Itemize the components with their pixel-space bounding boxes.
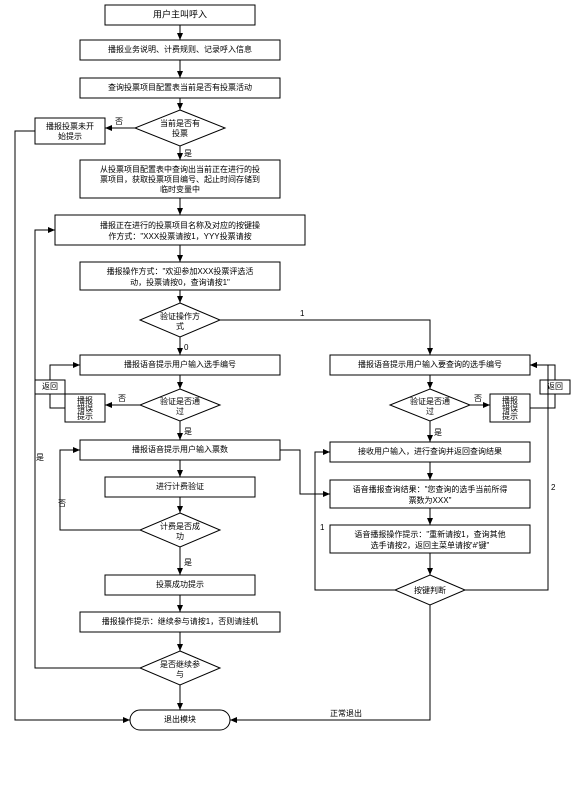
lbl-rerrc: 提示 xyxy=(502,411,518,421)
lbl-n5b: 动，投票请按0，查询请按1" xyxy=(130,277,230,287)
elbl-d3no: 否 xyxy=(118,394,126,403)
node-start: 用户主叫呼入 xyxy=(105,5,255,25)
lbl-n6: 播报语音提示用户输入选手编号 xyxy=(124,359,236,369)
elbl-rd1yes: 是 xyxy=(434,428,442,437)
lbl-r3b: 票数为XXX" xyxy=(409,495,452,505)
elbl-rd2-2: 2 xyxy=(551,483,556,492)
edge-rret-r1 xyxy=(530,365,555,380)
lbl-d1a: 当前是否有 xyxy=(160,118,200,128)
lbl-rd1a: 验证是否通 xyxy=(410,396,450,406)
node-n5: 播报操作方式："欢迎参加XXX投票评选活 动，投票请按0，查询请按1" xyxy=(80,262,280,290)
lbl-n5a: 播报操作方式："欢迎参加XXX投票评选活 xyxy=(107,266,254,276)
edge-n7-r3 xyxy=(280,450,330,494)
lbl-d5a: 是否继续参 xyxy=(160,659,200,669)
lbl-r2: 接收用户输入，进行查询并返回查询结果 xyxy=(358,446,502,456)
lbl-d2b: 式 xyxy=(176,321,184,331)
lbl-n4a: 播报正在进行的投票项目名称及对应的按键操 xyxy=(100,220,260,230)
node-n2: 查询投票项目配置表当前是否有投票活动 xyxy=(80,78,280,98)
node-rret: 返回 xyxy=(540,380,570,394)
node-rd2: 按键判断 xyxy=(395,575,465,605)
elbl-d3yes: 是 xyxy=(184,427,192,436)
node-n1: 播报业务说明、计费规则、记录呼入信息 xyxy=(80,40,280,60)
node-n8: 进行计费验证 xyxy=(105,477,255,497)
lbl-n2: 查询投票项目配置表当前是否有投票活动 xyxy=(108,82,252,92)
lbl-start: 用户主叫呼入 xyxy=(153,8,207,19)
node-r2: 接收用户输入，进行查询并返回查询结果 xyxy=(330,442,530,462)
node-r3: 语音播报查询结果："您查询的选手当前所得 票数为XXX" xyxy=(330,480,530,508)
node-r4: 语音播报操作提示："重新请按1，查询其他 选手请按2，返回主菜单请按'#'键" xyxy=(330,525,530,553)
lbl-n3c: 临时变量中 xyxy=(160,184,200,194)
node-err2: 播报 错误 提示 xyxy=(65,394,105,422)
node-n4: 播报正在进行的投票项目名称及对应的按键操 作方式："XXX投票请按1，YYY投票… xyxy=(55,215,305,245)
node-r1: 播报语音提示用户输入要查询的选手编号 xyxy=(330,355,530,375)
lbl-rd2: 按键判断 xyxy=(414,585,446,595)
elbl-d4yes: 是 xyxy=(184,558,192,567)
lbl-err1a: 播报投票未开 xyxy=(46,121,94,131)
elbl-d2-0: 0 xyxy=(184,343,189,352)
lbl-err1b: 始提示 xyxy=(58,131,82,141)
lbl-d4a: 计费是否成 xyxy=(160,521,200,531)
lbl-n7: 播报语音提示用户输入票数 xyxy=(132,444,228,454)
node-n10: 播报操作提示：继续参与请按1，否则请挂机 xyxy=(80,612,280,632)
elbl-d2-1: 1 xyxy=(300,309,305,318)
lbl-n4b: 作方式："XXX投票请按1，YYY投票请按 xyxy=(108,231,251,241)
lbl-d4b: 功 xyxy=(176,531,184,541)
elbl-d1yes: 是 xyxy=(184,149,192,158)
node-d3: 验证是否通 过 xyxy=(140,389,220,421)
elbl-d1no: 否 xyxy=(115,117,123,126)
elbl-normalexit: 正常退出 xyxy=(330,708,362,718)
edge-d2-r1 xyxy=(220,320,430,355)
lbl-r4a: 语音播报操作提示："重新请按1，查询其他 xyxy=(354,529,505,539)
lbl-d2a: 验证操作方 xyxy=(160,311,200,321)
lbl-err2c: 提示 xyxy=(77,411,93,421)
lbl-n9: 投票成功提示 xyxy=(156,579,204,589)
lbl-r4b: 选手请按2，返回主菜单请按'#'键" xyxy=(371,540,490,550)
edge-rd2-r2 xyxy=(315,452,395,590)
lbl-n1: 播报业务说明、计费规则、记录呼入信息 xyxy=(108,44,252,54)
elbl-rd2-1: 1 xyxy=(320,523,325,532)
edge-ret1-n6 xyxy=(50,365,80,380)
lbl-r1: 播报语音提示用户输入要查询的选手编号 xyxy=(358,359,502,369)
lbl-n3a: 从投票项目配置表中查询出当前正在进行的投 xyxy=(100,164,260,174)
node-ret1: 返回 xyxy=(35,380,65,394)
edge-rd2-exit xyxy=(230,605,430,720)
node-rerr: 播报 错误 提示 xyxy=(490,394,530,422)
lbl-n3b: 票项目，获取投票项目编号、起止时间存储到 xyxy=(100,174,260,184)
node-d4: 计费是否成 功 xyxy=(140,513,220,547)
lbl-exit: 退出模块 xyxy=(164,714,196,724)
elbl-d5yes: 是 xyxy=(36,453,44,462)
lbl-n10: 播报操作提示：继续参与请按1，否则请挂机 xyxy=(102,616,258,626)
edge-d4-n7 xyxy=(60,450,140,530)
lbl-d1b: 投票 xyxy=(172,128,188,138)
lbl-ret1: 返回 xyxy=(42,382,58,391)
lbl-d5b: 与 xyxy=(176,670,184,679)
node-n9: 投票成功提示 xyxy=(105,575,255,595)
lbl-r3a: 语音播报查询结果："您查询的选手当前所得 xyxy=(353,484,508,494)
node-d5: 是否继续参 与 xyxy=(140,651,220,685)
lbl-d3b: 过 xyxy=(176,406,184,416)
node-n7: 播报语音提示用户输入票数 xyxy=(80,440,280,460)
flowchart-canvas: 用户主叫呼入 播报业务说明、计费规则、记录呼入信息 查询投票项目配置表当前是否有… xyxy=(0,0,578,791)
elbl-rd1no: 否 xyxy=(474,394,482,403)
node-n6: 播报语音提示用户输入选手编号 xyxy=(80,355,280,375)
edge-d5-n4 xyxy=(35,230,140,668)
edge-rerr-rret xyxy=(530,394,555,408)
lbl-rret: 返回 xyxy=(547,382,563,391)
node-err1: 播报投票未开 始提示 xyxy=(35,118,105,144)
node-d1: 当前是否有 投票 xyxy=(135,110,225,146)
node-n3: 从投票项目配置表中查询出当前正在进行的投 票项目，获取投票项目编号、起止时间存储… xyxy=(80,160,280,198)
elbl-d4no: 否 xyxy=(58,499,66,508)
lbl-d3a: 验证是否通 xyxy=(160,396,200,406)
node-rd1: 验证是否通 过 xyxy=(390,389,470,421)
lbl-n8: 进行计费验证 xyxy=(156,481,204,491)
node-d2: 验证操作方 式 xyxy=(140,303,220,337)
edge-err2-ret1 xyxy=(50,394,65,408)
lbl-rd1b: 过 xyxy=(426,406,434,416)
node-exit: 退出模块 xyxy=(130,710,230,730)
